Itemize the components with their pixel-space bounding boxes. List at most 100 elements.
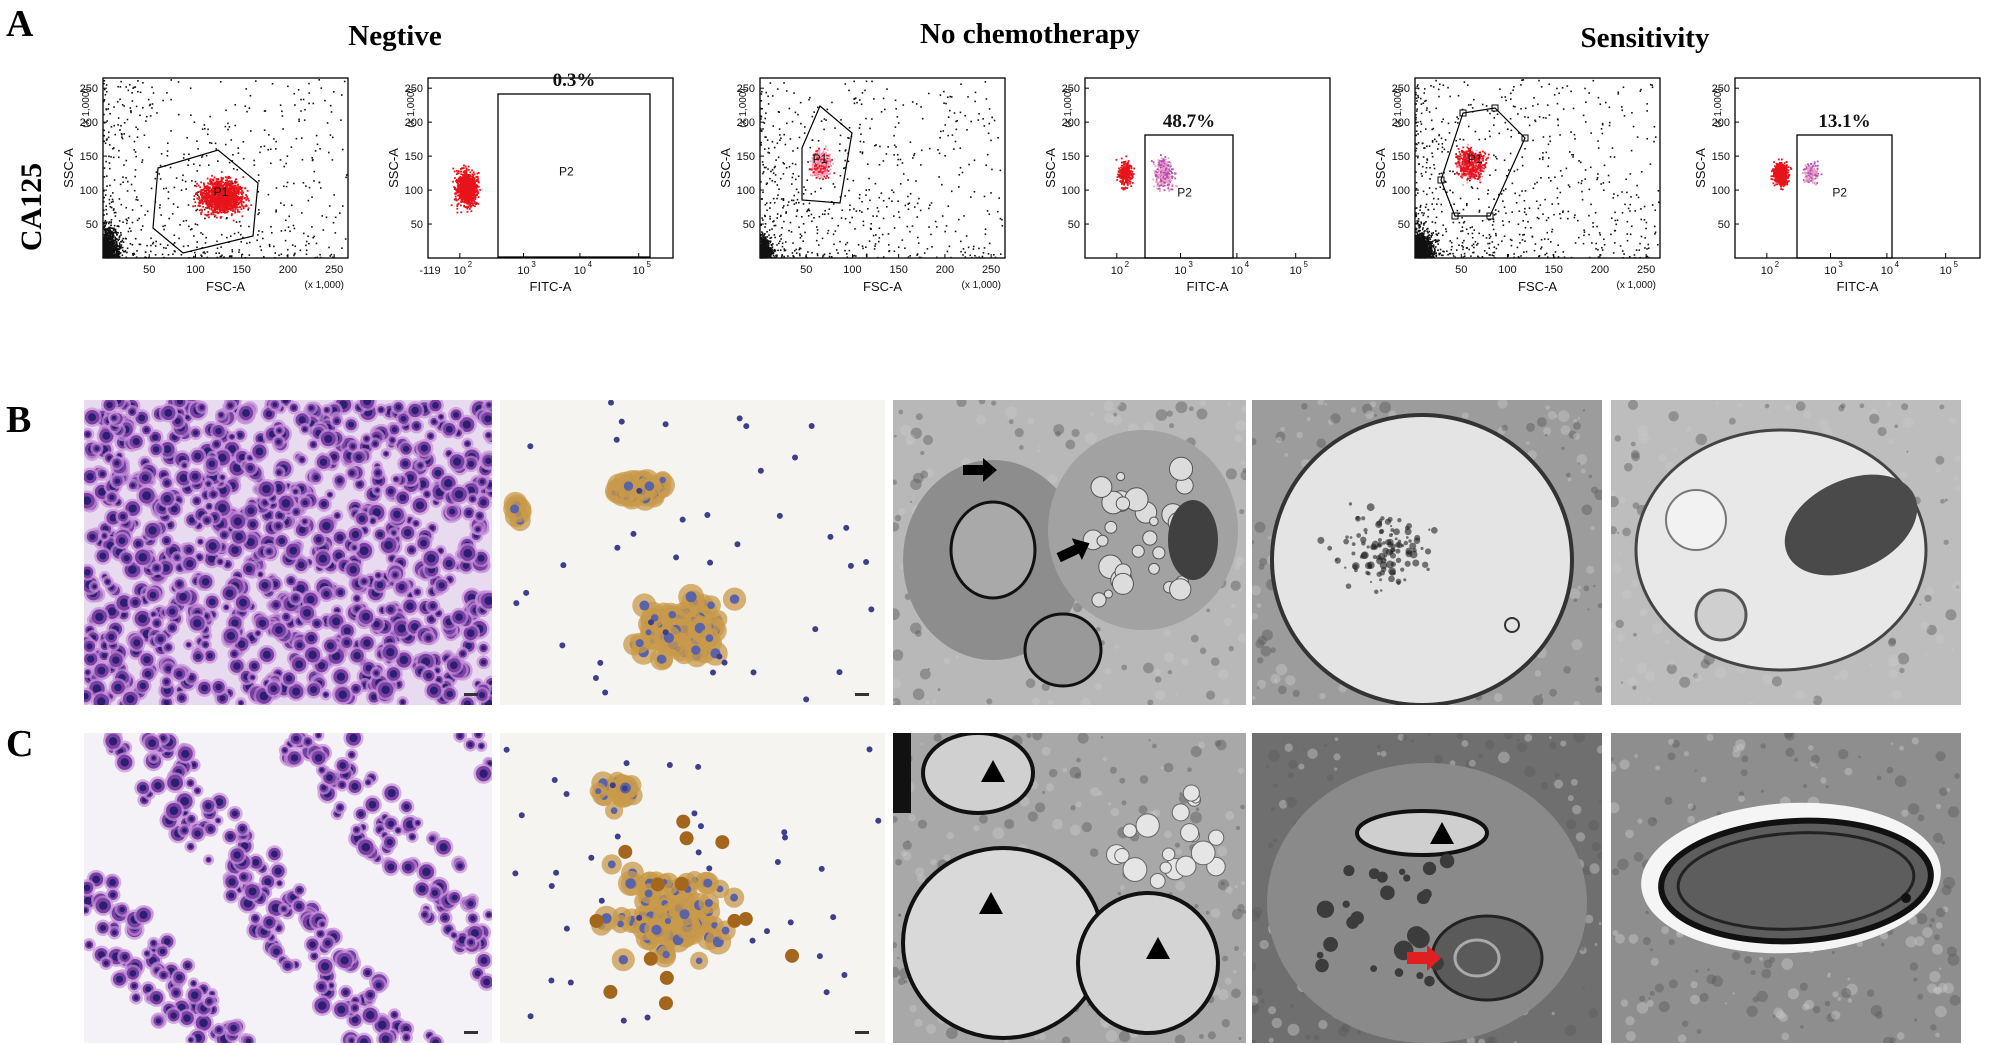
y-tick-label: 250 [737,83,755,95]
gate-label-p2: P2 [559,165,574,179]
y-tick-label: 250 [80,83,98,95]
group-title-no-chemotherapy: No chemotherapy [920,18,1140,50]
gate-handle [1491,104,1499,112]
gate-label-p2: P2 [1832,186,1847,200]
tem-cell-micrograph-c [1252,733,1602,1043]
x-tick-label: 10 [1761,265,1773,277]
gate-label-p1: P1 [813,152,828,166]
x-tick-label: 100 [186,264,204,276]
y-tick-label: 100 [1392,185,1410,197]
gate-percentage: 0.3% [553,70,596,91]
x-tick-exponent: 3 [1188,260,1193,269]
x-axis-multiplier: (x 1,000) [962,280,1001,291]
x-tick-label: 100 [1498,264,1516,276]
gate-handle [1437,176,1445,184]
plot-frame [427,77,674,259]
x-tick-label: 50 [800,264,812,276]
flow-plot-negative-ssc-fitc: P20.3%50100150200250102103104105-119FITC… [386,70,674,294]
x-tick-label: 100 [843,264,861,276]
y-tick-label: 50 [743,219,755,231]
black-arrowhead [981,760,1005,782]
y-tick-label: 150 [737,151,755,163]
y-axis-multiplier: (x 1,000) [406,88,417,127]
x-tick-exponent: 5 [1953,260,1958,269]
gate-p1 [801,105,853,204]
x-tick-exponent: 4 [1245,260,1250,269]
gate-p1 [152,149,259,254]
x-tick-label: 10 [454,265,466,277]
y-axis-multiplier: (x 1,000) [1063,88,1074,127]
y-tick-label: 150 [80,151,98,163]
y-axis-multiplier: (x 1,000) [81,88,92,127]
gate-percentage: 13.1% [1818,111,1870,132]
y-tick-label: 150 [405,151,423,163]
black-arrowhead [979,892,1003,914]
y-tick-label: 250 [405,83,423,95]
y-axis-label-ssc: SSC-A [386,148,401,188]
y-tick-label: 100 [1712,185,1730,197]
y-axis-multiplier: (x 1,000) [1393,88,1404,127]
x-tick-exponent: 4 [588,260,593,269]
x-tick-exponent: 3 [531,260,536,269]
y-tick-label: 200 [1712,117,1730,129]
x-tick-label: 250 [1637,264,1655,276]
black-arrowhead [1146,937,1170,959]
event-dots [1415,79,1660,259]
black-arrow [963,458,997,482]
he-stain-micrograph-b [84,400,492,705]
gate-p2 [1796,134,1893,259]
plot-frame [1734,77,1981,259]
tem-autophagosome-micrograph-b [1611,400,1961,705]
y-tick-label: 50 [1398,219,1410,231]
y-tick-label: 50 [411,219,423,231]
x-tick-label: 200 [279,264,297,276]
plot-frame [102,77,349,259]
x-tick-exponent: 4 [1895,260,1900,269]
gate-handle [1521,134,1529,142]
group-title-negative: Negtive [348,20,442,52]
y-axis-multiplier: (x 1,000) [738,88,749,127]
x-tick-label: 10 [1174,265,1186,277]
x-tick-label: 10 [574,265,586,277]
he-stain-micrograph-c [84,733,492,1043]
x-tick-label: 10 [1231,265,1243,277]
y-axis-multiplier: (x 1,000) [1713,88,1724,127]
ihc-micrograph-b [500,400,885,705]
x-tick-label-negative: -119 [419,265,440,277]
x-axis-label-fsc: FSC-A [206,279,245,294]
gate-p2 [497,93,651,258]
x-tick-label: 250 [982,264,1000,276]
gate-handle [1486,212,1494,220]
x-tick-exponent: 2 [1125,260,1130,269]
gate-label-p1: P1 [1468,152,1483,166]
y-tick-label: 100 [737,185,755,197]
y-tick-label: 100 [80,185,98,197]
y-tick-label: 250 [1062,83,1080,95]
y-tick-label: 50 [86,219,98,231]
tem-myelin-micrograph-c [1611,733,1961,1043]
x-tick-label: 10 [1290,265,1302,277]
y-tick-label: 100 [1062,185,1080,197]
x-axis-label-fitc: FITC-A [1187,279,1229,294]
panel-label-a: A [6,3,34,45]
ihc-micrograph-c [500,733,885,1043]
event-dots [450,164,482,214]
group-title-sensitivity: Sensitivity [1580,22,1710,54]
x-tick-exponent: 2 [1775,260,1780,269]
event-dots [1770,158,1823,191]
gate-label-p2: P2 [1177,186,1192,200]
event-dots [760,80,1004,259]
event-dots [1115,154,1178,192]
y-tick-label: 150 [1062,151,1080,163]
flow-plot-sensitivity-ssc-fitc: P213.1%50100150200250102103104105FITC-AS… [1693,77,1981,294]
flow-plot-no-chemo-ssc-fitc: P248.7%50100150200250102103104105FITC-AS… [1043,77,1331,294]
y-tick-label: 250 [1392,83,1410,95]
x-tick-label: 10 [1111,265,1123,277]
y-tick-label: 200 [1062,117,1080,129]
x-tick-label: 200 [1591,264,1609,276]
x-tick-exponent: 3 [1838,260,1843,269]
black-arrowhead [1430,822,1454,844]
tem-vacuole-micrograph-b [1252,400,1602,705]
y-tick-label: 200 [405,117,423,129]
